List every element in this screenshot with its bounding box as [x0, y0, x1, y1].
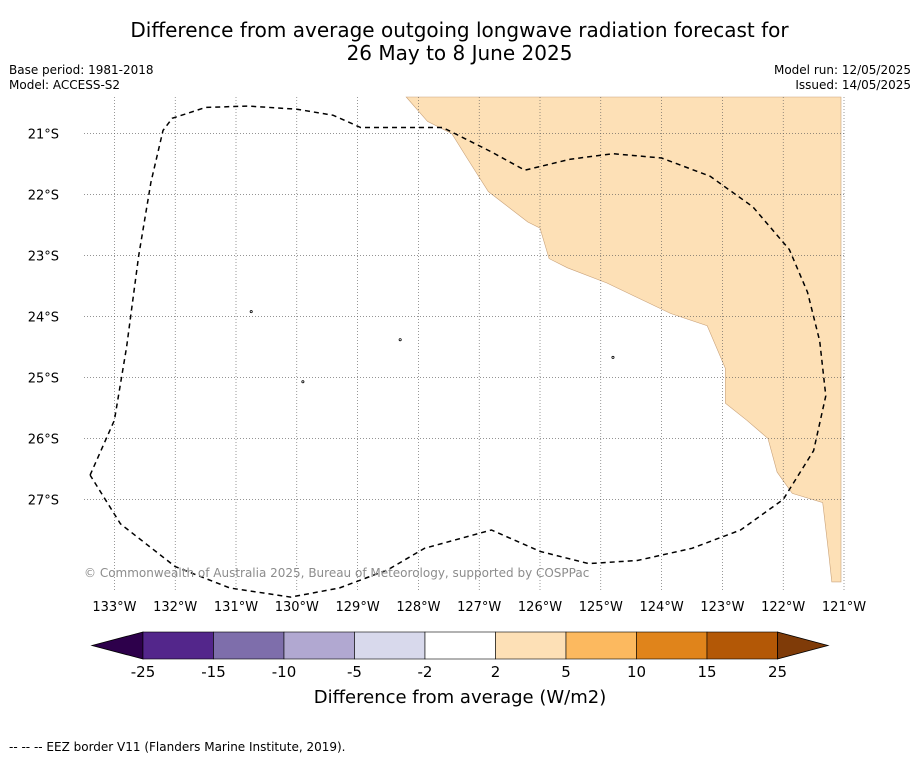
longitude-tick-label: 132°W: [153, 600, 197, 615]
latitude-tick-label: 27°S: [28, 494, 59, 509]
map-title-line2: 26 May to 8 June 2025: [346, 41, 573, 65]
colorbar-segment: [142, 631, 214, 660]
longitude-tick-label: 131°W: [214, 600, 258, 615]
latitude-tick-label: 21°S: [28, 128, 59, 143]
colorbar-tick-label: 2: [491, 663, 501, 681]
colorbar-segment: [213, 631, 285, 660]
colorbar-tick-label: -10: [272, 663, 297, 681]
base-period-text: Base period: 1981-2018: [9, 63, 154, 77]
copyright-notice: © Commonwealth of Australia 2025, Bureau…: [84, 566, 589, 580]
colorbar-segments: [90, 631, 830, 660]
colorbar-segment: [354, 631, 426, 660]
colorbar-tick-label: 10: [627, 663, 646, 681]
island-marker: [611, 355, 615, 359]
longitude-tick-label: 123°W: [700, 600, 744, 615]
colorbar-tick-label: 5: [561, 663, 571, 681]
colorbar-segment: [495, 631, 567, 660]
island-marker: [249, 310, 253, 314]
longitude-labels: 133°W 132°W 131°W 130°W 129°W 128°W 127°W 126°W…: [92, 600, 866, 615]
longitude-tick-label: 128°W: [396, 600, 440, 615]
latitude-tick-label: 25°S: [28, 372, 59, 387]
colorbar-extend-high: [777, 631, 830, 660]
island-markers: [249, 310, 615, 384]
colorbar-label: Difference from average (W/m2): [314, 687, 606, 708]
latitude-tick-label: 23°S: [28, 250, 59, 265]
colorbar-tick-labels: -25 -15 -10 -5 -2 2 5 10 15 25: [131, 663, 787, 681]
colorbar-segment: [283, 631, 355, 660]
longitude-tick-label: 126°W: [518, 600, 562, 615]
longitude-tick-label: 129°W: [336, 600, 380, 615]
colorbar-segment: [636, 631, 708, 660]
island-marker: [398, 338, 402, 342]
colorbar-segment: [565, 631, 637, 660]
colorbar-tick-label: 15: [697, 663, 716, 681]
map-panel: © Commonwealth of Australia 2025, Bureau…: [28, 96, 866, 615]
colorbar-segment: [706, 631, 778, 660]
map-title-line1: Difference from average outgoing longwav…: [130, 18, 789, 42]
longitude-tick-label: 127°W: [457, 600, 501, 615]
colorbar-tick-label: -5: [347, 663, 362, 681]
colorbar-tick-label: -2: [418, 663, 433, 681]
anomaly-region-2-to-5: [405, 96, 842, 583]
longitude-tick-label: 130°W: [275, 600, 319, 615]
colorbar-extend-low: [90, 631, 144, 660]
graticule: [84, 97, 845, 591]
metadata-right: Model run: 12/05/2025 Issued: 14/05/2025: [774, 63, 911, 93]
issued-text: Issued: 14/05/2025: [795, 78, 911, 92]
colorbar-tick-label: -25: [131, 663, 156, 681]
colorbar-tick-label: 25: [768, 663, 787, 681]
longitude-tick-label: 124°W: [640, 600, 684, 615]
eez-legend-note: -- -- -- EEZ border V11 (Flanders Marine…: [9, 740, 346, 754]
longitude-tick-label: 122°W: [761, 600, 805, 615]
latitude-labels: 21°S 22°S 23°S 24°S 25°S 26°S 27°S: [28, 128, 59, 509]
model-text: Model: ACCESS-S2: [9, 78, 121, 92]
longitude-tick-label: 125°W: [579, 600, 623, 615]
longitude-tick-label: 121°W: [822, 600, 866, 615]
colorbar-segment: [424, 631, 496, 660]
longitude-tick-label: 133°W: [92, 600, 136, 615]
anomaly-layer: [405, 96, 842, 583]
latitude-tick-label: 22°S: [28, 189, 59, 204]
island-marker: [301, 380, 305, 384]
model-run-text: Model run: 12/05/2025: [773, 63, 911, 77]
colorbar-tick-label: -15: [201, 663, 226, 681]
latitude-tick-label: 26°S: [28, 433, 59, 448]
metadata-left: Base period: 1981-2018 Model: ACCESS-S2: [9, 63, 154, 93]
latitude-tick-label: 24°S: [28, 311, 59, 326]
